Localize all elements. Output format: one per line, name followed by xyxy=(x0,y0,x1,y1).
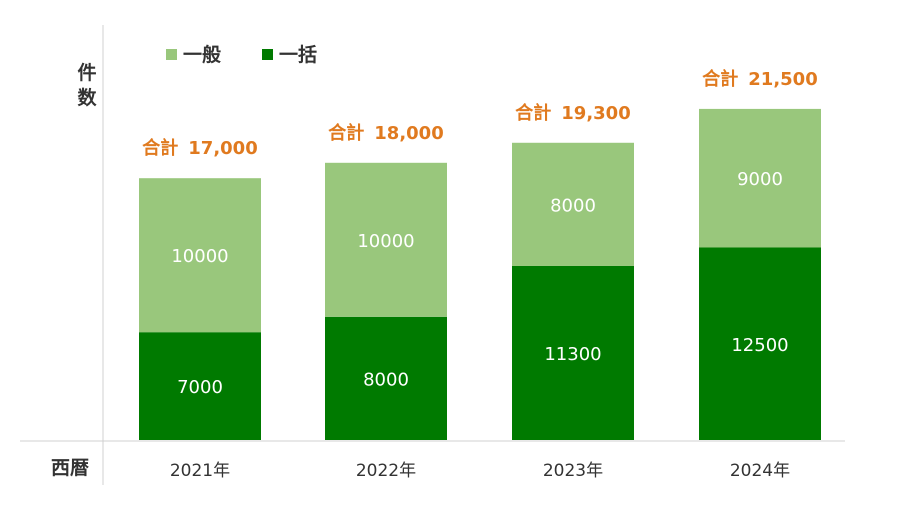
bar-ikkatsu-1 xyxy=(139,332,261,440)
total-value-3: 19,300 xyxy=(561,103,630,124)
bar-ikkatsu-3 xyxy=(512,265,634,440)
bar-ippan-4 xyxy=(699,108,821,248)
legend-swatch-2 xyxy=(262,49,273,60)
total-prefix-1: 合計 xyxy=(142,137,178,159)
data-label-ikkatsu-3: 11300 xyxy=(544,344,601,365)
total-prefix-3: 合計 xyxy=(515,102,551,124)
bar-ikkatsu-4 xyxy=(699,247,821,440)
bar-ippan-3 xyxy=(512,142,634,266)
total-value-2: 18,000 xyxy=(374,123,443,144)
data-label-ikkatsu-1: 7000 xyxy=(177,377,223,398)
y-axis-label: 件 xyxy=(77,61,96,84)
total-label-1: 合計 17,000 xyxy=(142,137,257,159)
data-label-ippan-2: 10000 xyxy=(357,231,414,252)
total-label-2: 合計 18,000 xyxy=(328,122,443,144)
x-tick-label-3: 2023年 xyxy=(543,461,603,481)
bar-ippan-2 xyxy=(325,162,447,317)
total-label-4: 合計 21,500 xyxy=(702,68,817,90)
data-label-ippan-4: 9000 xyxy=(737,169,783,190)
x-tick-label-1: 2021年 xyxy=(170,461,230,481)
x-tick-label-4: 2024年 xyxy=(730,461,790,481)
total-label-3: 合計 19,300 xyxy=(515,102,630,124)
total-value-4: 21,500 xyxy=(748,69,817,90)
data-label-ippan-3: 8000 xyxy=(550,195,596,216)
data-label-ippan-1: 10000 xyxy=(171,246,228,267)
data-label-ikkatsu-2: 8000 xyxy=(363,369,409,390)
legend-label-2: 一括 xyxy=(279,44,317,66)
y-axis-label: 数 xyxy=(77,86,97,109)
total-value-1: 17,000 xyxy=(188,138,257,159)
total-prefix-2: 合計 xyxy=(328,122,364,144)
legend-label-1: 一般 xyxy=(183,43,221,66)
bar-ippan-1 xyxy=(139,178,261,333)
data-label-ikkatsu-4: 12500 xyxy=(731,335,788,356)
x-tick-label-2: 2022年 xyxy=(356,461,416,481)
total-prefix-4: 合計 xyxy=(702,68,738,90)
x-axis-label: 西暦 xyxy=(51,457,89,479)
bar-ikkatsu-2 xyxy=(325,316,447,440)
legend-swatch-1 xyxy=(166,49,177,60)
